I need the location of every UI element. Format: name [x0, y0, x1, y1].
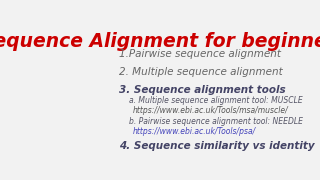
Text: 3. Sequence alignment tools: 3. Sequence alignment tools: [119, 85, 286, 95]
Text: 4. Sequence similarity vs identity: 4. Sequence similarity vs identity: [119, 141, 315, 152]
Text: 1.Pairwise sequence alignment: 1.Pairwise sequence alignment: [119, 49, 281, 59]
Text: 2. Multiple sequence alignment: 2. Multiple sequence alignment: [119, 67, 283, 77]
Text: https://www.ebi.ac.uk/Tools/psa/: https://www.ebi.ac.uk/Tools/psa/: [133, 127, 256, 136]
Text: Sequence Alignment for beginners: Sequence Alignment for beginners: [0, 32, 320, 51]
Text: https://www.ebi.ac.uk/Tools/msa/muscle/: https://www.ebi.ac.uk/Tools/msa/muscle/: [133, 106, 289, 115]
Text: b. Pairwise sequence alignment tool: NEEDLE: b. Pairwise sequence alignment tool: NEE…: [129, 116, 303, 125]
Text: a. Multiple sequence alignment tool: MUSCLE: a. Multiple sequence alignment tool: MUS…: [129, 96, 303, 105]
